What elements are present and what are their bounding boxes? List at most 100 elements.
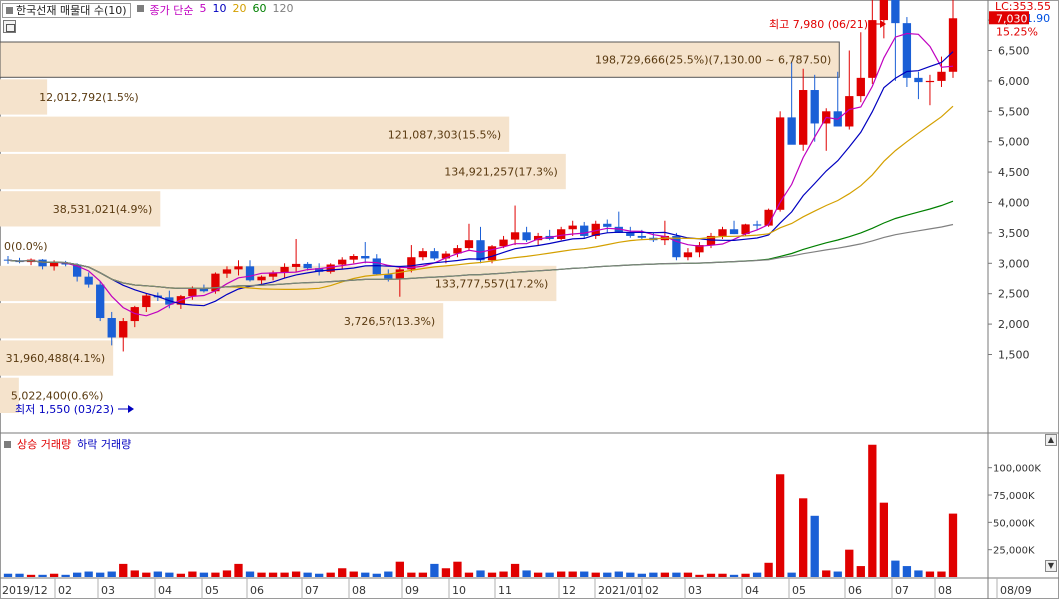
volume-bar [257, 572, 266, 577]
candle-body [729, 229, 739, 235]
candle [338, 257, 347, 270]
volume-profile-band: 133,777,557(17.2%) [0, 265, 557, 302]
volume-bar [499, 571, 508, 577]
volume-bar [245, 571, 255, 577]
candle-body [211, 273, 220, 292]
volume-legend: 상승 거래량 하락 거래량 [4, 436, 131, 452]
candle [891, 0, 900, 81]
candle [107, 311, 116, 346]
price-axis-label: 4,000 [998, 197, 1030, 210]
candle [914, 71, 923, 100]
price-axis-label: 6,500 [998, 45, 1030, 58]
moving-average-line [7, 223, 954, 290]
volume-bar [580, 571, 589, 577]
candle-body [591, 223, 600, 236]
candle [418, 248, 428, 261]
volume-bar [315, 573, 324, 577]
candle-body [764, 209, 773, 226]
candle-body [72, 264, 82, 277]
volume-bar [222, 570, 232, 577]
candle [280, 263, 289, 279]
scroll-up-arrow-icon[interactable]: ▲ [1045, 434, 1057, 446]
volume-profile-band: 3,726,5?(13.3%) [0, 303, 444, 339]
x-axis-label: 08/09 [1000, 584, 1032, 597]
volume-bar [476, 570, 485, 577]
x-axis-label: 04 [745, 584, 759, 597]
candle [822, 108, 831, 151]
volume-profile-band: 38,531,021(4.9%) [0, 191, 161, 227]
candle [557, 226, 566, 241]
volume-bar [718, 573, 727, 577]
candle-body [845, 96, 854, 127]
candle-body [925, 80, 935, 83]
ma-60-label: 60 [252, 2, 267, 15]
last-price-change: 15.25% [996, 25, 1038, 38]
candle [291, 238, 301, 273]
indicator-color-swatch [6, 6, 13, 14]
volume-profile-label: 38,531,021(4.9%) [53, 203, 153, 216]
volume-bar [545, 572, 554, 577]
volume-profile-label: 133,777,557(17.2%) [435, 277, 549, 290]
candle [752, 220, 762, 230]
indicator-title: 한국선재 매물대 수(10) [16, 3, 127, 17]
x-axis-label: 07 [305, 584, 319, 597]
volume-profile-label: 121,087,303(15.5%) [388, 128, 502, 141]
volume-bar [72, 572, 82, 577]
volume-bar [211, 572, 220, 577]
volume-profile-label: 0(0.0%) [4, 240, 48, 253]
candle-body [603, 223, 612, 227]
candle-body [522, 232, 531, 241]
candle-body [856, 77, 865, 97]
volume-bar [925, 571, 935, 577]
candle-body [257, 276, 266, 281]
grid-toggle-icon[interactable] [3, 20, 16, 33]
candle [26, 258, 36, 266]
volume-bar [349, 571, 358, 577]
volume-bar [487, 572, 497, 577]
candle [245, 260, 255, 282]
scroll-down-arrow-icon[interactable]: ▼ [1045, 560, 1057, 572]
candle [845, 50, 854, 130]
volume-axis-label: 100,000K [993, 464, 1041, 475]
indicator-title-box[interactable]: 한국선재 매물대 수(10) [2, 2, 131, 18]
candle [326, 263, 335, 274]
candle-body [142, 295, 151, 308]
volume-bar [822, 570, 831, 577]
volume-profile-bar [0, 79, 48, 115]
candle-body [902, 23, 912, 78]
volume-bar [948, 513, 958, 577]
candle-body [948, 18, 958, 72]
candle [222, 266, 232, 278]
volume-profile-label: 134,921,257(17.3%) [444, 166, 558, 179]
candle [729, 220, 739, 235]
x-axis-label: 03 [688, 584, 702, 597]
candle-body [614, 226, 623, 233]
x-axis-label: 2019/12 [2, 584, 48, 597]
candle-body [441, 253, 451, 259]
price-axis-label: 2,500 [998, 288, 1030, 301]
candle-body [430, 251, 439, 259]
candle [868, 0, 877, 84]
candle-body [407, 257, 416, 270]
volume-bar [84, 571, 93, 577]
volume-bar [914, 570, 923, 577]
candle [96, 281, 105, 322]
candle [38, 259, 47, 270]
candle [672, 232, 681, 261]
candle-body [626, 232, 635, 236]
volume-bar [165, 572, 174, 577]
candle-body [557, 229, 566, 239]
candle-body [49, 262, 59, 267]
candle [948, 0, 958, 78]
volume-bar [372, 573, 381, 577]
volume-bar [395, 561, 404, 577]
volume-profile-band: 121,087,303(15.5%) [0, 116, 510, 152]
volume-bar [891, 560, 900, 577]
volume-bar [153, 571, 162, 577]
volume-bar [660, 572, 670, 577]
candle-body [879, 0, 889, 21]
last-price-label: 7,030 [996, 12, 1028, 25]
candle-body [695, 245, 704, 253]
volume-axis-label: 75,000K [993, 491, 1035, 502]
